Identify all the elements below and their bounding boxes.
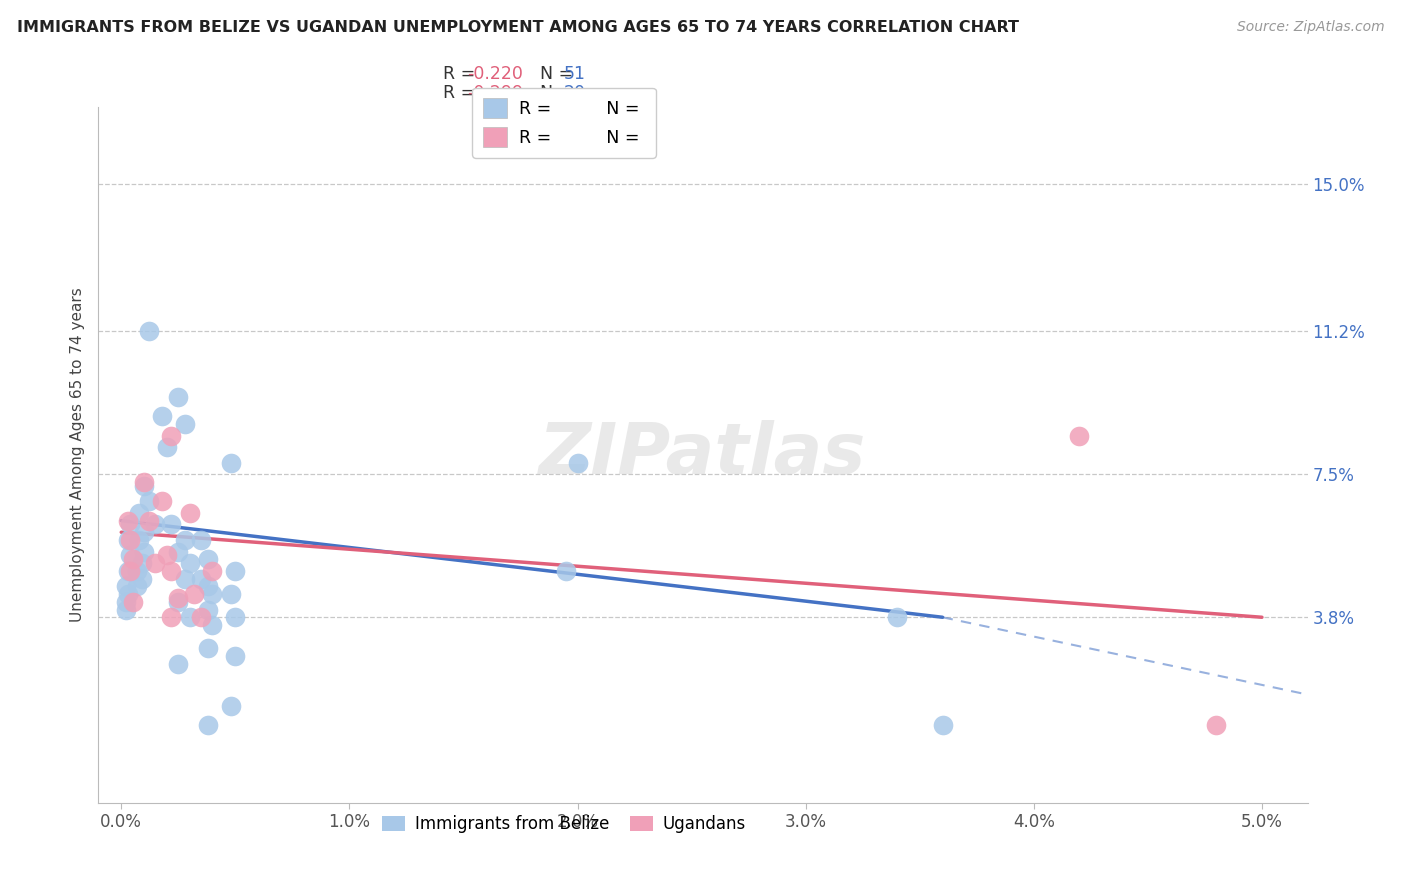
Point — [120, 564, 142, 578]
Text: N =: N = — [540, 64, 574, 83]
Point — [145, 517, 167, 532]
Point — [128, 533, 150, 547]
Point — [174, 533, 197, 547]
Point — [183, 587, 205, 601]
Point — [132, 479, 155, 493]
Point — [190, 533, 212, 547]
Point — [886, 610, 908, 624]
Point — [121, 552, 143, 566]
Point — [179, 506, 201, 520]
Point — [156, 549, 179, 563]
Point — [132, 475, 155, 489]
Point — [138, 514, 160, 528]
Point — [138, 324, 160, 338]
Point — [219, 699, 242, 714]
Point — [197, 602, 219, 616]
Point — [128, 506, 150, 520]
Legend: Immigrants from Belize, Ugandans: Immigrants from Belize, Ugandans — [375, 808, 752, 839]
Point — [114, 595, 136, 609]
Point — [190, 610, 212, 624]
Point — [160, 610, 183, 624]
Point — [117, 587, 139, 601]
Point — [179, 610, 201, 624]
Point — [224, 648, 246, 663]
Point — [138, 494, 160, 508]
Point — [150, 409, 173, 424]
Point — [1205, 718, 1227, 732]
Point — [120, 517, 142, 532]
Point — [117, 533, 139, 547]
Point — [201, 564, 224, 578]
Point — [160, 564, 183, 578]
Point — [931, 718, 953, 732]
Point — [174, 417, 197, 431]
Point — [121, 595, 143, 609]
Text: R =: R = — [443, 84, 475, 102]
Point — [167, 390, 190, 404]
Text: 51: 51 — [564, 64, 586, 83]
Point — [114, 602, 136, 616]
Point — [197, 552, 219, 566]
Point — [201, 618, 224, 632]
Point — [167, 591, 190, 605]
Point — [114, 579, 136, 593]
Point — [132, 544, 155, 558]
Point — [219, 456, 242, 470]
Point — [167, 657, 190, 671]
Text: ZIPatlas: ZIPatlas — [540, 420, 866, 490]
Text: -0.299: -0.299 — [467, 84, 523, 102]
Point — [127, 579, 149, 593]
Point — [131, 556, 153, 570]
Point — [567, 456, 589, 470]
Point — [132, 525, 155, 540]
Point — [1069, 428, 1091, 442]
Point — [197, 579, 219, 593]
Point — [117, 514, 139, 528]
Point — [150, 494, 173, 508]
Text: R =: R = — [443, 64, 475, 83]
Point — [160, 428, 183, 442]
Point — [555, 564, 578, 578]
Point — [127, 564, 149, 578]
Text: 20: 20 — [564, 84, 586, 102]
Point — [117, 564, 139, 578]
Point — [224, 564, 246, 578]
Point — [156, 440, 179, 454]
Text: Source: ZipAtlas.com: Source: ZipAtlas.com — [1237, 20, 1385, 34]
Point — [174, 572, 197, 586]
Point — [201, 587, 224, 601]
Point — [120, 549, 142, 563]
Point — [120, 533, 142, 547]
Point — [179, 556, 201, 570]
Y-axis label: Unemployment Among Ages 65 to 74 years: Unemployment Among Ages 65 to 74 years — [69, 287, 84, 623]
Point — [167, 544, 190, 558]
Point — [190, 572, 212, 586]
Point — [224, 610, 246, 624]
Point — [197, 718, 219, 732]
Point — [197, 641, 219, 656]
Point — [219, 587, 242, 601]
Point — [131, 572, 153, 586]
Point — [160, 517, 183, 532]
Point — [167, 595, 190, 609]
Text: N =: N = — [540, 84, 574, 102]
Text: -0.220: -0.220 — [467, 64, 523, 83]
Text: IMMIGRANTS FROM BELIZE VS UGANDAN UNEMPLOYMENT AMONG AGES 65 TO 74 YEARS CORRELA: IMMIGRANTS FROM BELIZE VS UGANDAN UNEMPL… — [17, 20, 1019, 35]
Point — [145, 556, 167, 570]
